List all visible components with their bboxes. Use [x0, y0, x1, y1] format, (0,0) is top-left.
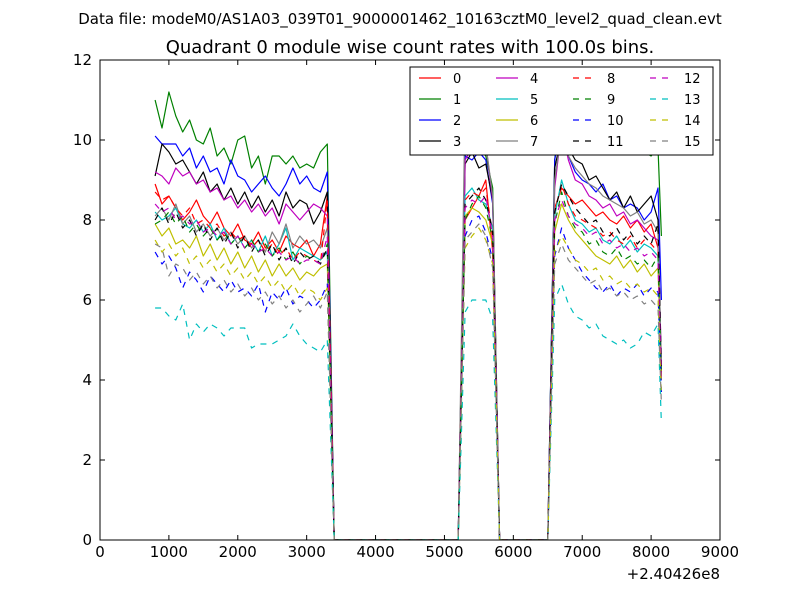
y-tick-label: 4 — [82, 371, 92, 389]
axis-ticks-group: 0 1000 2000 3000 4000 5000 6000 7000 8000 9000 0 2 4… — [73, 51, 739, 561]
series-line-1 — [154, 91, 662, 540]
series-line-14 — [154, 227, 662, 540]
legend-label-13: 13 — [684, 93, 701, 108]
x-tick-label: 6000 — [494, 543, 532, 561]
series-line-7 — [154, 79, 662, 540]
chart-title: Quadrant 0 module wise count rates with … — [166, 37, 655, 58]
legend-label-0: 0 — [453, 72, 461, 87]
x-tick-label: 8000 — [632, 543, 670, 561]
legend-box — [409, 66, 714, 156]
legend-label-10: 10 — [607, 114, 624, 129]
series-line-2 — [154, 119, 662, 540]
y-tick-label: 12 — [73, 51, 92, 69]
x-tick-label: 1000 — [150, 543, 188, 561]
legend-label-5: 5 — [530, 93, 538, 108]
legend-label-11: 11 — [607, 135, 624, 150]
legend-label-8: 8 — [607, 72, 615, 87]
x-tick-label: 7000 — [563, 543, 601, 561]
legend-label-4: 4 — [530, 72, 538, 87]
x-tick-label: 3000 — [288, 543, 326, 561]
series-line-10 — [154, 215, 662, 540]
legend-label-6: 6 — [530, 114, 538, 129]
series-line-0 — [154, 179, 662, 540]
x-tick-label: 5000 — [425, 543, 463, 561]
y-tick-label: 6 — [82, 291, 92, 309]
legend-label-15: 15 — [684, 135, 701, 150]
series-line-15 — [154, 223, 662, 540]
figure-suptitle: Data file: modeM0/AS1A03_039T01_90000014… — [78, 10, 722, 29]
y-tick-label: 2 — [82, 451, 92, 469]
y-tick-label: 8 — [82, 211, 92, 229]
series-line-3 — [154, 135, 662, 540]
series-line-6 — [154, 203, 662, 540]
legend-label-2: 2 — [453, 114, 461, 129]
series-line-5 — [154, 179, 662, 540]
series-line-8 — [154, 183, 662, 540]
legend-label-7: 7 — [530, 135, 538, 150]
y-tick-label: 10 — [73, 131, 92, 149]
series-line-13 — [155, 283, 662, 540]
x-axis-offset-label: +2.40426e8 — [627, 565, 720, 583]
x-tick-label: 2000 — [219, 543, 257, 561]
series-line-12 — [154, 195, 662, 540]
legend-label-1: 1 — [453, 93, 461, 108]
series-line-9 — [154, 191, 662, 540]
series-line-4 — [154, 127, 662, 540]
legend-label-14: 14 — [684, 114, 701, 129]
y-tick-label: 0 — [82, 531, 92, 549]
legend-label-3: 3 — [453, 135, 461, 150]
x-tick-label: 4000 — [356, 543, 394, 561]
x-tick-label: 9000 — [701, 543, 739, 561]
legend-label-9: 9 — [607, 93, 615, 108]
series-line-11 — [154, 183, 662, 540]
legend-label-12: 12 — [684, 72, 701, 87]
x-tick-label: 0 — [95, 543, 105, 561]
